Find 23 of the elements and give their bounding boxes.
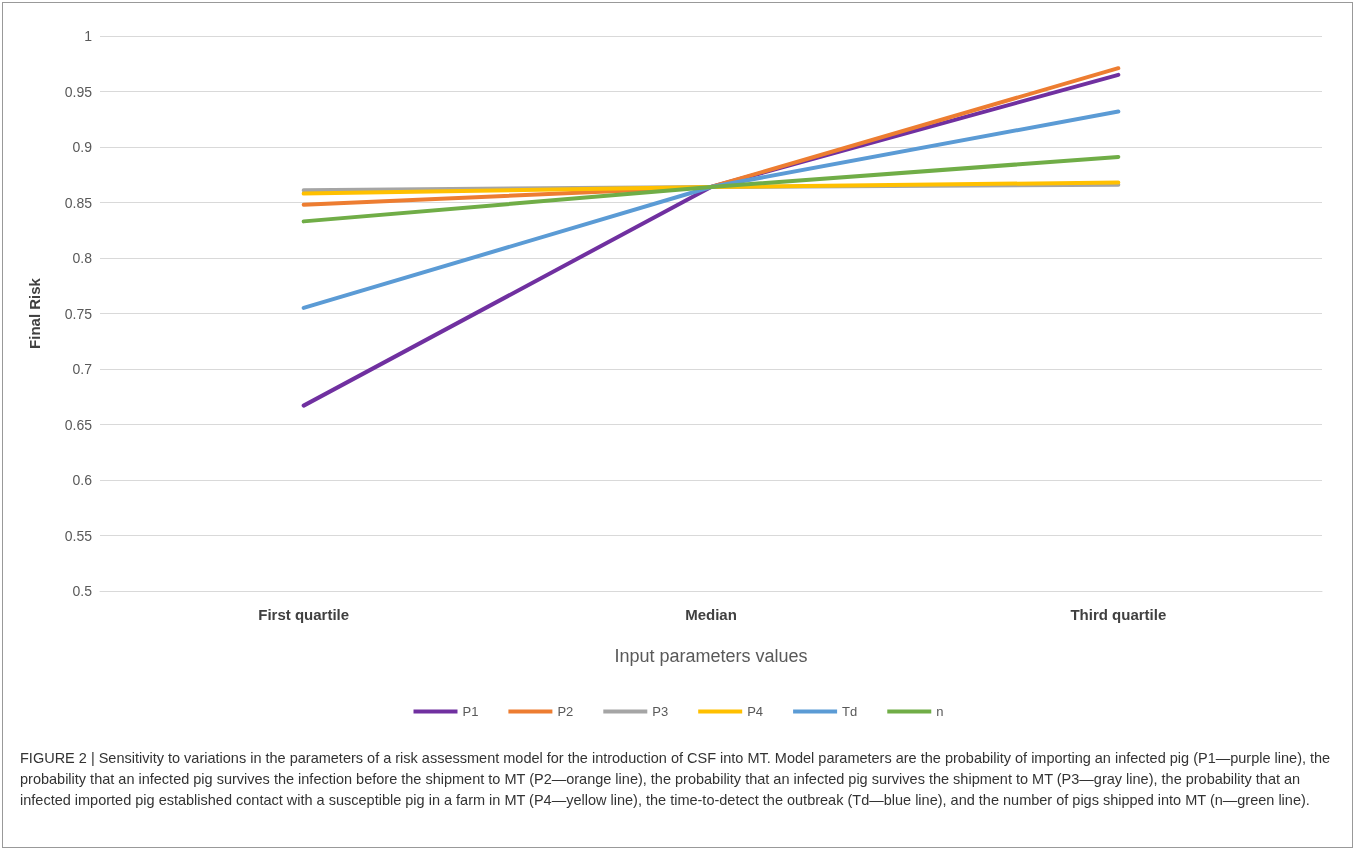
y-tick-label: 1 bbox=[84, 28, 93, 44]
y-tick-label: 0.5 bbox=[72, 583, 93, 599]
x-axis-title: Input parameters values bbox=[614, 646, 808, 666]
y-tick-label: 0.6 bbox=[72, 472, 93, 488]
legend-label: P3 bbox=[652, 704, 669, 719]
x-tick-label: First quartile bbox=[258, 606, 350, 623]
y-tick-label: 0.8 bbox=[72, 250, 93, 266]
y-tick-label: 0.7 bbox=[72, 361, 93, 377]
legend-label: P1 bbox=[462, 704, 479, 719]
y-tick-label: 0.75 bbox=[64, 305, 93, 322]
legend-label: P2 bbox=[557, 704, 574, 719]
x-tick-label: Third quartile bbox=[1070, 606, 1167, 623]
legend-label: n bbox=[936, 704, 944, 719]
legend-label: P4 bbox=[747, 704, 764, 719]
legend-label: Td bbox=[842, 704, 858, 719]
y-tick-label: 0.55 bbox=[64, 527, 93, 544]
y-tick-label: 0.65 bbox=[64, 416, 93, 433]
caption: FIGURE 2 | Sensitivity to variations in the parameters of a risk assessment model for the introduction of CSF into MT. Model parameters are the probability of importing an infected pig (P1—purple line), the probability that an infected pig survives the infection before the shipment to MT (P2—orange line), the probability that an infected pig survives the shipment to MT (P3—gray line), the probability that an infected imported pig established contact with a susceptible pig in a farm in MT (P4—yellow line), the time-to-detect the outbreak (Td—blue line), and the number of pigs shipped into MT (n—green line). bbox=[20, 749, 1332, 810]
y-axis-title: Final Risk bbox=[26, 277, 43, 349]
y-tick-label: 0.85 bbox=[64, 194, 93, 211]
x-tick-label: Median bbox=[685, 606, 737, 623]
y-tick-label: 0.9 bbox=[72, 139, 93, 155]
y-tick-label: 0.95 bbox=[64, 83, 93, 100]
